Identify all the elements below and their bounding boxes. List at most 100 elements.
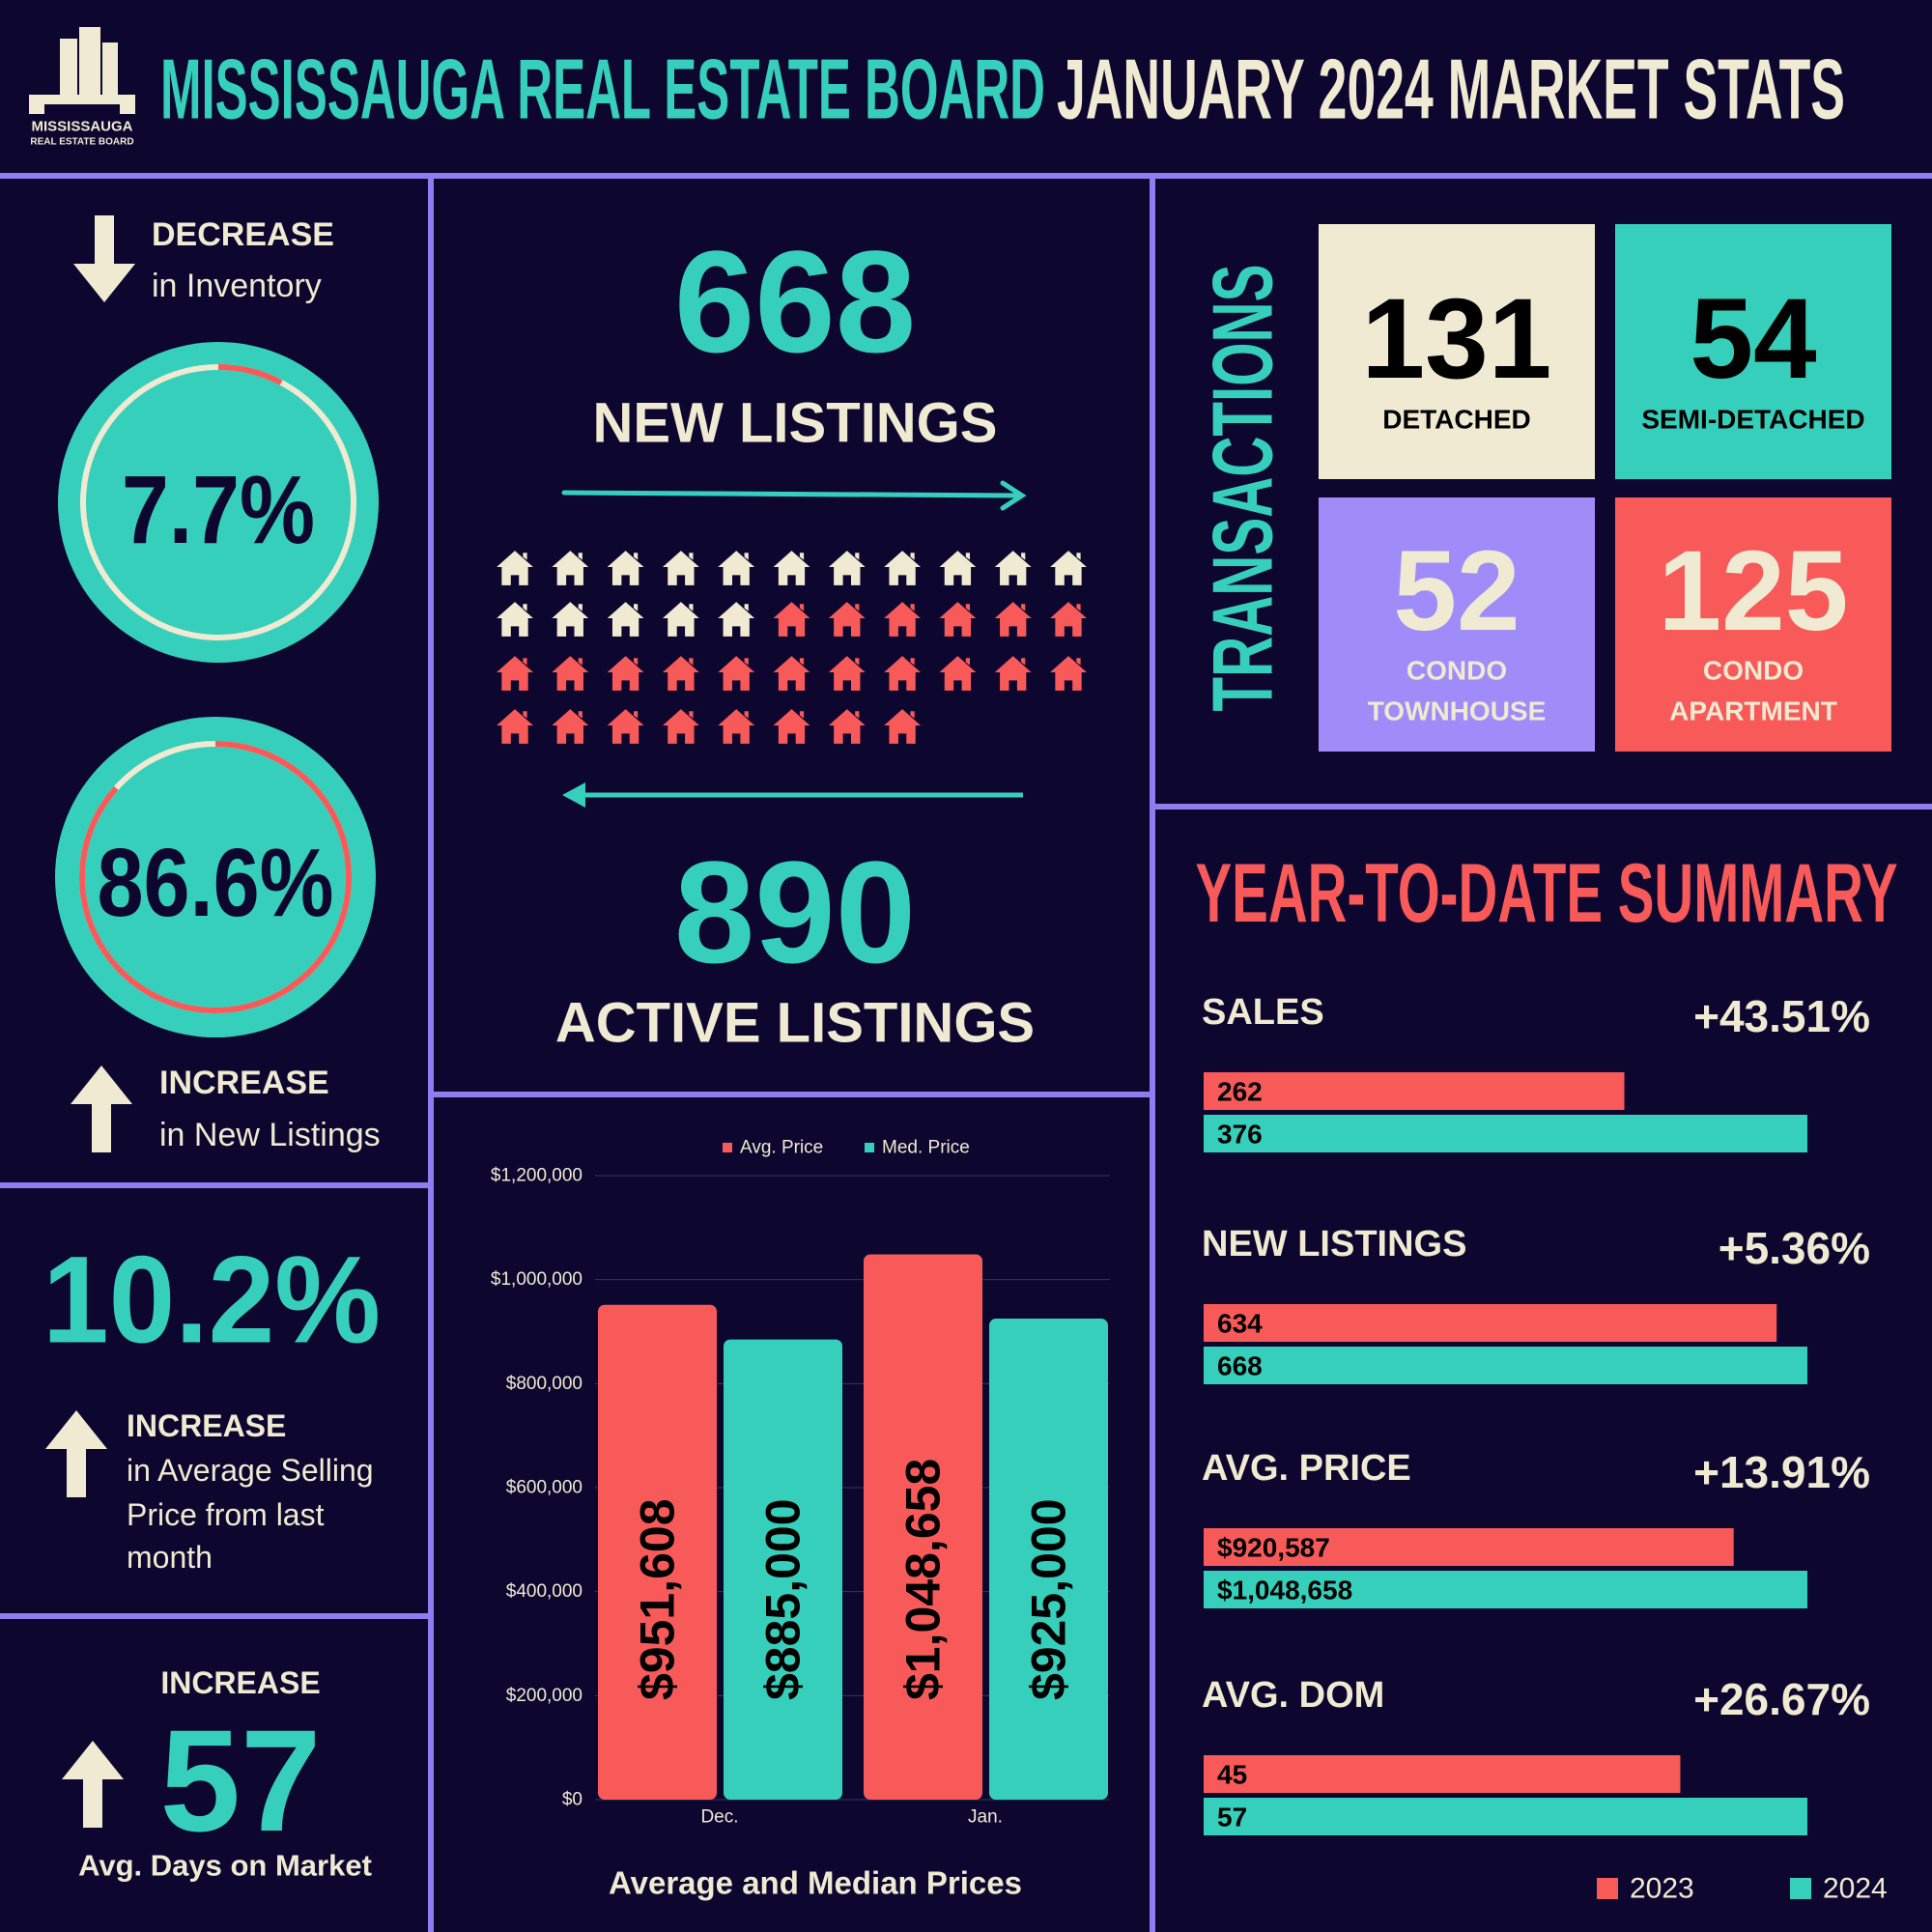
legend-swatch <box>865 1143 874 1152</box>
value-label: 668 <box>1217 1351 1263 1381</box>
x-tick-label: Dec. <box>700 1807 738 1828</box>
inventory-caption: in Inventory <box>152 268 322 304</box>
value-label: 376 <box>1217 1120 1263 1150</box>
up-arrow <box>62 1741 124 1828</box>
y-tick-label: $1,200,000 <box>491 1166 582 1186</box>
tile-label: DETACHED <box>1382 405 1530 435</box>
legend-swatch <box>1597 1878 1618 1899</box>
bar <box>864 1254 982 1800</box>
bar <box>1204 1528 1734 1566</box>
legend-label: Avg. Price <box>740 1138 823 1158</box>
active-listings-label: ACTIVE LISTINGS <box>555 992 1035 1055</box>
y-tick-label: $400,000 <box>506 1581 582 1602</box>
tile <box>1319 497 1595 752</box>
bar <box>1204 1755 1681 1793</box>
legend-swatch <box>723 1143 732 1152</box>
legend-swatch <box>1790 1878 1811 1899</box>
avg-price-caption: month <box>127 1540 213 1575</box>
inventory-value: 7.7% <box>122 456 315 564</box>
bar <box>1204 1571 1807 1608</box>
tile-label: CONDO <box>1406 656 1507 686</box>
tile <box>1319 224 1595 479</box>
bar <box>1204 1347 1807 1384</box>
new-listings-value: 668 <box>674 220 916 383</box>
bar <box>989 1319 1108 1800</box>
arrow-right <box>561 480 1027 511</box>
y-tick-label: $0 <box>562 1790 582 1810</box>
change-label: +13.91% <box>1693 1447 1870 1497</box>
value-label: $920,587 <box>1217 1533 1330 1563</box>
x-tick-label: Jan. <box>968 1807 1003 1828</box>
new-listings-caption: in New Listings <box>159 1117 381 1153</box>
value-label: $1,048,658 <box>896 1459 951 1700</box>
chart-title: Average and Median Prices <box>609 1865 1022 1901</box>
logo <box>29 27 135 114</box>
value-label: 634 <box>1217 1309 1263 1339</box>
bar <box>1204 1115 1807 1152</box>
ring-disc <box>55 717 376 1037</box>
tile-label: SEMI-DETACHED <box>1641 405 1864 435</box>
category-label: SALES <box>1202 992 1324 1033</box>
logo-sub: REAL ESTATE BOARD <box>30 137 133 148</box>
value-label: $885,000 <box>756 1498 810 1700</box>
transactions-title: TRANSACTIONS <box>1195 265 1291 712</box>
y-tick-label: $800,000 <box>506 1374 582 1394</box>
avg-price-direction: INCREASE <box>127 1408 286 1443</box>
ring-arc <box>80 364 356 640</box>
tile-value: 52 <box>1393 527 1520 655</box>
change-label: +43.51% <box>1693 991 1870 1041</box>
category-label: AVG. PRICE <box>1202 1448 1411 1489</box>
change-label: +5.36% <box>1719 1223 1870 1273</box>
tile <box>1615 224 1891 479</box>
tile <box>1615 497 1891 752</box>
tile-value: 131 <box>1362 275 1552 403</box>
tile-label: APARTMENT <box>1669 696 1837 726</box>
down-arrow <box>73 215 135 302</box>
tile-value: 54 <box>1690 275 1816 403</box>
new-listings-change-value: 86.6% <box>98 829 334 937</box>
bar <box>1204 1072 1625 1110</box>
logo-name: MISSISSAUGA <box>31 119 132 135</box>
category-label: NEW LISTINGS <box>1202 1224 1466 1264</box>
avg-price-caption: Price from last <box>127 1497 325 1532</box>
title-board: MISSISSAUGA REAL ESTATE BOARD <box>160 42 1045 137</box>
bar <box>598 1304 717 1800</box>
new-listings-label: NEW LISTINGS <box>593 392 998 455</box>
y-tick-label: $200,000 <box>506 1686 582 1706</box>
value-label: 57 <box>1217 1803 1247 1833</box>
value-label: $925,000 <box>1022 1498 1076 1700</box>
panel-borders <box>0 173 1932 1932</box>
bar <box>724 1339 842 1800</box>
legend-label: 2023 <box>1630 1873 1694 1905</box>
change-label: +26.67% <box>1693 1674 1870 1724</box>
value-label: $951,608 <box>631 1498 685 1700</box>
value-label: 262 <box>1217 1077 1263 1107</box>
avg-price-caption: in Average Selling <box>127 1453 374 1488</box>
active-listings-value: 890 <box>674 831 916 993</box>
bar <box>1204 1304 1777 1342</box>
chart-title: YEAR-TO-DATE SUMMARY <box>1196 847 1898 940</box>
dom-caption: Avg. Days on Market <box>78 1849 372 1883</box>
title-period: JANUARY 2024 MARKET STATS <box>1057 42 1845 137</box>
value-label: 45 <box>1217 1760 1247 1790</box>
up-arrow <box>71 1065 132 1152</box>
dom-value: 57 <box>160 1699 322 1861</box>
inventory-direction: DECREASE <box>152 216 334 253</box>
tile-label: TOWNHOUSE <box>1368 696 1547 726</box>
y-tick-label: $600,000 <box>506 1478 582 1498</box>
tile-label: CONDO <box>1703 656 1804 686</box>
up-arrow <box>45 1410 107 1497</box>
value-label: $1,048,658 <box>1217 1576 1352 1605</box>
legend-label: Med. Price <box>882 1138 970 1158</box>
legend-label: 2024 <box>1823 1873 1888 1905</box>
category-label: AVG. DOM <box>1202 1675 1384 1716</box>
new-listings-direction: INCREASE <box>159 1065 329 1101</box>
arrow-left <box>562 782 1023 808</box>
tile-value: 125 <box>1659 527 1849 655</box>
ring-arc <box>79 741 352 1013</box>
bar <box>1204 1798 1807 1835</box>
ring-disc <box>58 342 379 663</box>
dom-direction: INCREASE <box>160 1665 320 1700</box>
y-tick-label: $1,000,000 <box>491 1269 582 1290</box>
